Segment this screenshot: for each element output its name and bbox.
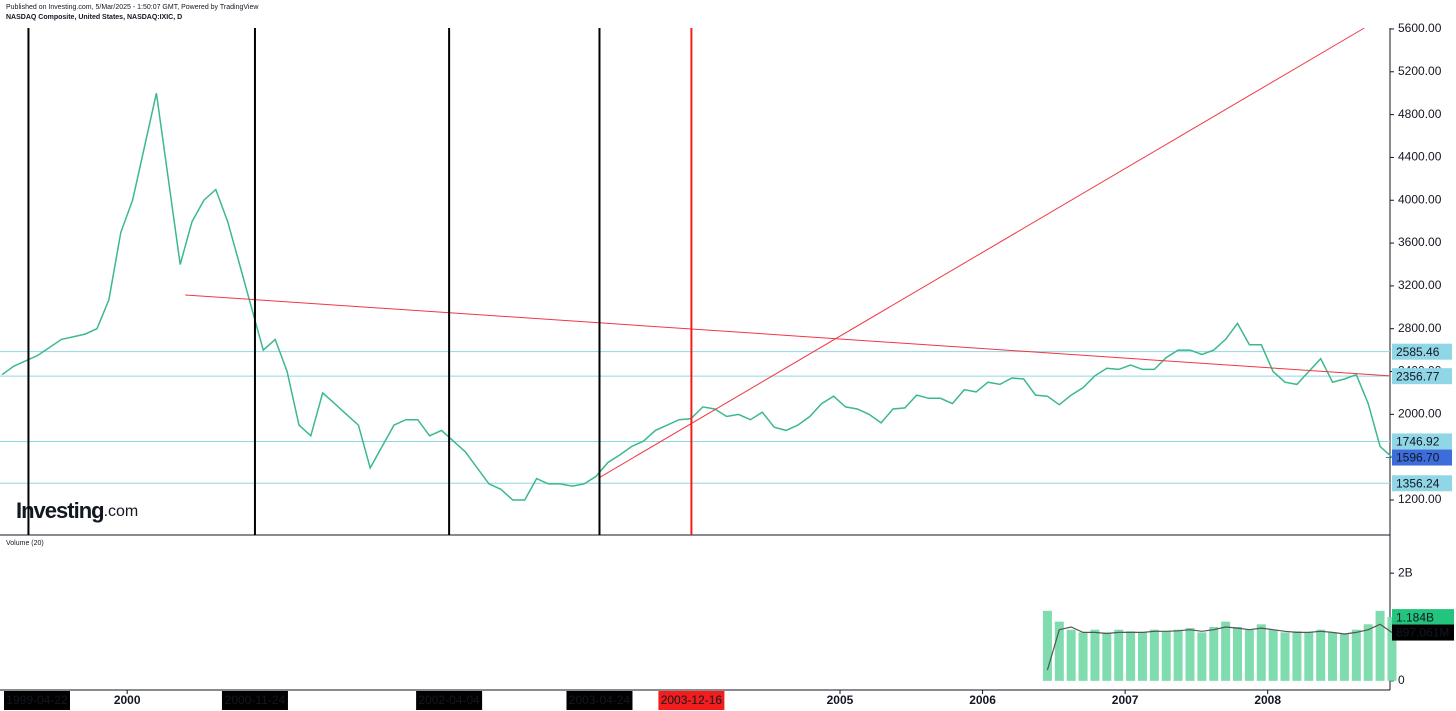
volume-bar (1233, 627, 1243, 681)
date-marker-box (416, 691, 483, 710)
volume-bar (1316, 629, 1326, 681)
y-tick-label: 3600.00 (1398, 235, 1442, 249)
x-tick-label: 2005 (827, 693, 854, 707)
price-line (1, 93, 1393, 501)
trend-line (185, 294, 1391, 377)
level-label: 2356.77 (1396, 369, 1440, 383)
logo-main: Investing (16, 498, 104, 523)
date-marker-label: 2003-04-24 (569, 693, 631, 707)
volume-bar (1185, 628, 1195, 681)
trend-line (599, 27, 1365, 478)
y-tick-label: 5600.00 (1398, 21, 1442, 35)
volume-bar (1292, 631, 1302, 681)
y-tick-label: 4400.00 (1398, 150, 1442, 164)
volume-bar (1280, 632, 1290, 681)
volume-title: Volume (20) (6, 540, 44, 547)
x-tick-label: 2000 (114, 693, 141, 707)
volume-label: 897.061M (1396, 626, 1449, 640)
y-tick-label: 4800.00 (1398, 107, 1442, 121)
volume-bar (1244, 629, 1254, 681)
x-tick-label: 2007 (1112, 693, 1139, 707)
volume-bar (1387, 617, 1397, 681)
level-label-box (1392, 368, 1452, 385)
date-marker-box (566, 691, 633, 710)
volume-bar (1339, 633, 1349, 681)
volume-bar (1268, 629, 1278, 681)
volume-bar (1078, 632, 1088, 681)
y-tick-label: 4000.00 (1398, 192, 1442, 206)
x-tick-label: 2008 (1254, 693, 1281, 707)
date-marker-box (221, 691, 288, 710)
volume-bar (1197, 632, 1207, 681)
volume-bar (1256, 624, 1266, 681)
volume-bar (1351, 629, 1361, 681)
volume-bar (1066, 629, 1076, 681)
date-marker-label: 2003-12-16 (661, 693, 723, 707)
y-tick-label: 3200.00 (1398, 278, 1442, 292)
volume-bar (1363, 624, 1373, 681)
volume-label-box (1392, 624, 1454, 641)
volume-bar (1328, 632, 1338, 681)
y-tick-label: 2800.00 (1398, 321, 1442, 335)
volume-bar (1102, 632, 1112, 681)
volume-bar (1209, 627, 1219, 681)
published-note: Published on Investing.com, 5/Mar/2025 -… (6, 4, 259, 11)
volume-tick-label: 2B (1398, 565, 1413, 579)
y-tick-label: 1200.00 (1398, 492, 1442, 506)
y-tick-label: 5200.00 (1398, 64, 1442, 78)
volume-bar (1221, 621, 1231, 681)
date-marker-label: 2002-04-04 (418, 693, 480, 707)
volume-bar (1304, 632, 1314, 681)
last-price-label: 1596.70 (1396, 451, 1440, 465)
volume-label-box (1392, 609, 1454, 626)
volume-bar (1114, 629, 1124, 681)
volume-ma-line (1046, 623, 1393, 671)
volume-bar (1173, 629, 1183, 681)
date-marker-label: 2000-11-24 (225, 693, 286, 707)
volume-bar (1126, 631, 1136, 681)
chart-title: NASDAQ Composite, United States, NASDAQ:… (6, 14, 182, 21)
date-marker-box (4, 691, 70, 710)
volume-bar (1375, 610, 1385, 681)
level-label: 1746.92 (1396, 435, 1440, 449)
level-label: 1356.24 (1396, 476, 1440, 490)
volume-bar (1090, 629, 1100, 681)
logo: Investing.com (16, 498, 138, 523)
volume-label: 1.184B (1396, 610, 1434, 624)
date-marker-box (658, 691, 725, 710)
volume-bar (1054, 621, 1064, 681)
date-marker-label: 1999-04-22 (6, 693, 68, 707)
level-label-box (1392, 475, 1452, 492)
level-label: 2585.46 (1396, 345, 1440, 359)
logo-suffix: .com (104, 503, 139, 520)
volume-bar (1042, 610, 1052, 681)
volume-bar (1137, 632, 1147, 681)
volume-tick-label: 0 (1398, 673, 1405, 687)
volume-bar (1161, 631, 1171, 681)
y-tick-label: 2000.00 (1398, 407, 1442, 421)
level-label-box (1392, 343, 1452, 360)
level-label-box (1392, 433, 1452, 450)
volume-bar (1149, 629, 1159, 681)
x-tick-label: 2006 (969, 693, 996, 707)
last-price-label-box (1392, 449, 1452, 466)
